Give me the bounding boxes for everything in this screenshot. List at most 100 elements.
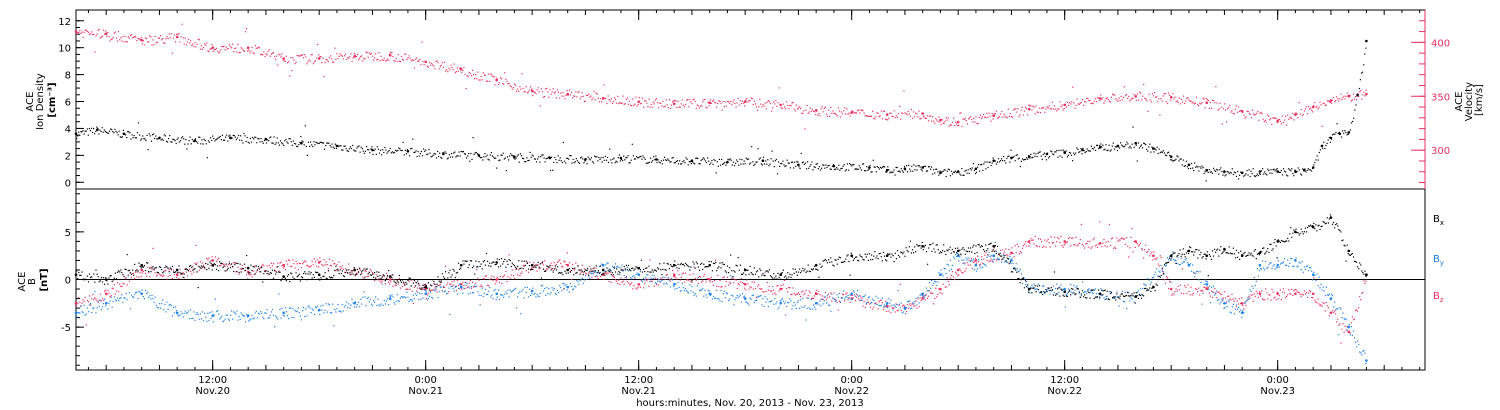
bz-series-sample <box>329 264 332 266</box>
ion-density-series-sample <box>1286 174 1288 176</box>
velocity-series-sample <box>775 100 777 102</box>
by-series-sample <box>80 306 82 308</box>
velocity-series-sample <box>777 102 779 104</box>
ion-density-series-sample <box>1068 151 1071 154</box>
bz-series-sample <box>1106 246 1108 248</box>
by-series-point <box>779 302 782 305</box>
ion-density-series-sample <box>665 159 667 161</box>
bz-series-sample <box>682 272 684 274</box>
by-series-sample <box>286 315 289 317</box>
bz-series-sample <box>820 298 822 301</box>
bz-series-sample <box>335 270 337 272</box>
ion-density-series-sample <box>1285 171 1287 173</box>
velocity-series-sample <box>240 47 242 49</box>
velocity-series-sample <box>729 102 731 104</box>
ion-density-series-sample <box>87 134 89 136</box>
ion-density-series-sample <box>1320 145 1323 147</box>
velocity-series-sample <box>641 97 644 99</box>
ion-density-series-sample <box>225 136 227 138</box>
ion-density-series-sample <box>1214 169 1216 171</box>
velocity-series-sample <box>598 101 601 103</box>
bz-series-sample <box>1119 239 1121 241</box>
bz-series-sample <box>121 285 123 288</box>
bz-series-sample <box>1187 284 1189 286</box>
ion-density-series-sample <box>871 171 873 173</box>
bz-series-sample <box>1164 282 1167 284</box>
ion-density-series-sample <box>898 170 900 172</box>
velocity-series-sample <box>631 105 633 107</box>
ion-density-series-sample <box>194 138 197 140</box>
velocity-series-sample <box>905 113 907 115</box>
velocity-series-sample <box>1299 113 1301 115</box>
bz-series-sample <box>1122 238 1124 240</box>
bz-series-sample <box>277 262 279 264</box>
ion-density-series-sample <box>935 168 937 170</box>
bz-series-sample <box>843 294 845 296</box>
ion-density-series-sample <box>357 146 359 148</box>
bz-series-sample <box>635 287 637 289</box>
by-series-sample <box>255 310 257 312</box>
by-series-sample <box>985 265 987 267</box>
bz-series-sample <box>233 262 235 264</box>
ion-density-series-sample <box>1101 146 1103 148</box>
ion-density-series-sample <box>295 143 297 145</box>
ion-density-series-sample <box>982 169 984 171</box>
velocity-series-sample <box>187 38 190 40</box>
velocity-series-sample <box>618 103 620 105</box>
bz-series-sample <box>424 284 426 286</box>
velocity-series-sample <box>224 49 226 51</box>
bz-series-sample <box>1363 280 1365 282</box>
velocity-series-sample <box>923 116 925 118</box>
ion-density-series-sample <box>216 138 218 140</box>
bz-series-sample <box>684 272 687 274</box>
ion-density-series-sample <box>127 131 129 133</box>
by-series-sample <box>357 301 360 303</box>
velocity-series-sample <box>782 103 784 105</box>
bz-series-sample <box>544 260 546 262</box>
by-series-sample <box>651 274 653 276</box>
bz-series-sample <box>1312 297 1314 299</box>
by-series-sample <box>274 326 276 328</box>
ion-density-series-sample <box>1011 156 1013 158</box>
bz-series-sample <box>406 288 408 290</box>
velocity-series-sample <box>1043 107 1045 109</box>
ion-density-series-sample <box>90 127 93 129</box>
by-series-sample <box>244 321 247 323</box>
bz-series-sample <box>519 275 521 277</box>
velocity-series-sample <box>229 45 232 48</box>
ion-density-series-sample <box>625 157 627 159</box>
by-series-sample <box>623 274 625 277</box>
x-tick-time: 0:00 <box>414 375 436 386</box>
bz-series-sample <box>696 278 698 280</box>
by-series-sample <box>601 263 603 265</box>
ion-density-series-sample <box>981 163 983 166</box>
velocity-series-sample <box>1191 102 1193 104</box>
by-series-sample <box>690 290 692 292</box>
ion-density-series-sample <box>388 150 390 152</box>
velocity-series-sample <box>856 112 858 114</box>
bz-series-sample <box>1306 296 1309 298</box>
by-series-sample <box>380 303 382 305</box>
by-series-sample <box>689 284 691 286</box>
ion-density-series-sample <box>1100 143 1102 145</box>
velocity-series-sample <box>1020 109 1022 111</box>
ion-density-series-sample <box>1365 47 1367 49</box>
bz-series-sample <box>739 281 741 283</box>
ion-density-series-sample <box>486 154 488 156</box>
velocity-series-sample <box>750 97 752 99</box>
bz-series-sample <box>686 279 688 281</box>
ion-density-series-sample <box>719 164 722 166</box>
by-series-sample <box>752 294 754 296</box>
velocity-series-sample <box>303 57 305 59</box>
bz-series-sample <box>972 261 974 263</box>
velocity-series-sample <box>1219 102 1221 104</box>
bz-series-sample <box>1302 294 1304 296</box>
by-series-sample <box>1021 282 1024 284</box>
velocity-series-sample <box>766 101 768 103</box>
by-series-sample <box>629 269 631 271</box>
by-series-sample <box>736 294 738 297</box>
ion-density-series-sample <box>1155 149 1157 151</box>
ion-density-series-sample <box>413 151 415 154</box>
by-series-sample <box>639 270 641 273</box>
ion-density-series-sample <box>888 169 890 171</box>
